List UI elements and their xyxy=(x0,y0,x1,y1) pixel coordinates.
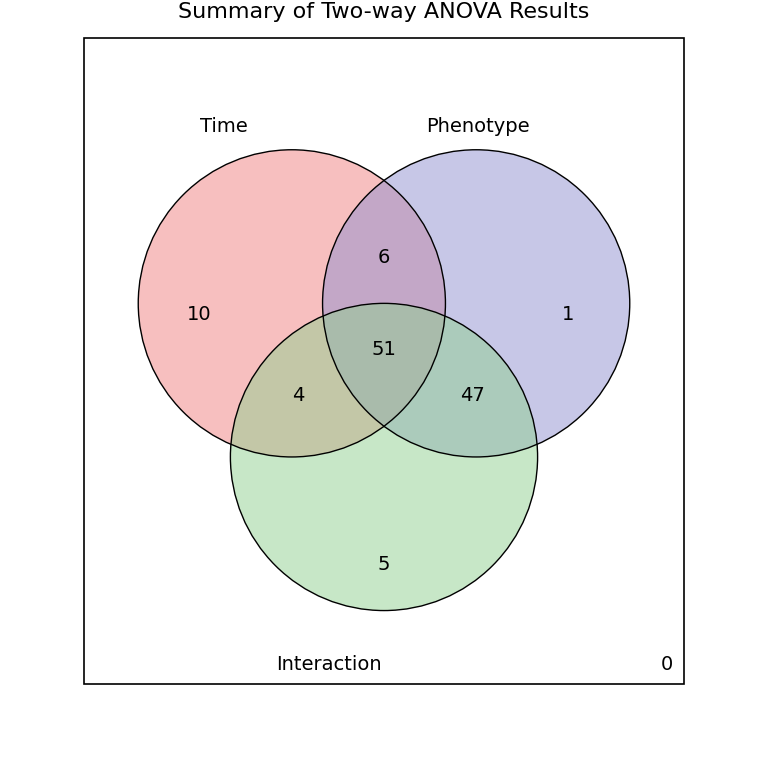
Circle shape xyxy=(138,150,445,457)
Circle shape xyxy=(323,150,630,457)
Text: 1: 1 xyxy=(562,306,574,324)
Circle shape xyxy=(230,303,538,611)
Text: 6: 6 xyxy=(378,248,390,266)
Text: 47: 47 xyxy=(460,386,485,405)
Bar xyxy=(84,38,684,684)
Text: 51: 51 xyxy=(372,340,396,359)
Text: Phenotype: Phenotype xyxy=(426,118,530,136)
Text: 5: 5 xyxy=(378,555,390,574)
Text: Summary of Two-way ANOVA Results: Summary of Two-way ANOVA Results xyxy=(178,2,590,22)
Text: Time: Time xyxy=(200,118,247,136)
Text: 10: 10 xyxy=(187,306,212,324)
Text: Interaction: Interaction xyxy=(276,655,382,674)
Text: 0: 0 xyxy=(660,655,673,674)
Text: 4: 4 xyxy=(292,386,304,405)
